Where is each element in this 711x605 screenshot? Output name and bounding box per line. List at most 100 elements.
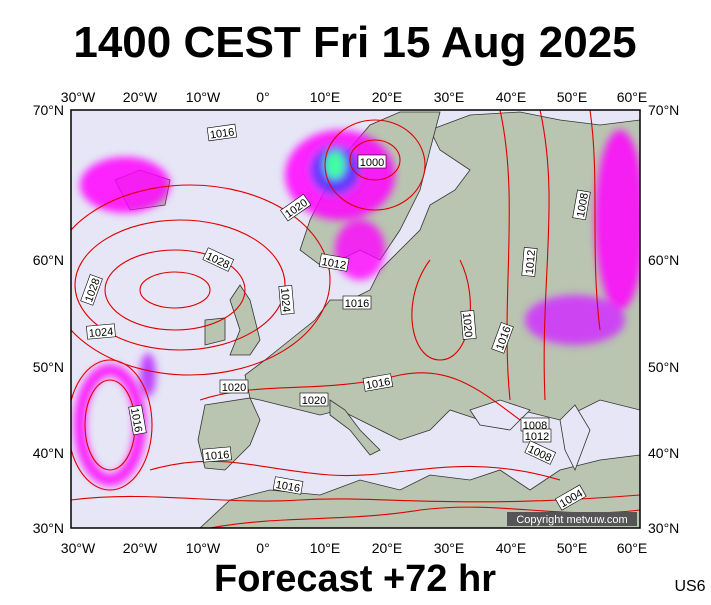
isobar: [199, 372, 521, 421]
lon-label: 30°W: [61, 89, 96, 105]
isobar-label-text: 1016: [128, 407, 144, 433]
isobar-label-box: [299, 392, 329, 407]
isobar: [71, 359, 153, 491]
isobar-label: 1020: [299, 392, 329, 407]
isobar-label-text: 1016: [209, 126, 235, 141]
lon-label: 0°: [256, 89, 269, 105]
isobar-label-box: [128, 404, 147, 436]
isobar-label-text: 1016: [345, 298, 369, 310]
precip: [325, 151, 345, 179]
isobar-label: 1012: [521, 247, 538, 277]
frame: [70, 109, 641, 529]
isobar-label-box: [206, 123, 238, 142]
isobar-label-box: [572, 189, 591, 221]
lon-label: 20°W: [123, 89, 158, 105]
precip: [140, 353, 156, 397]
lon-label: 20°W: [123, 540, 158, 556]
isobar-label-text: 1016: [275, 479, 301, 495]
lon-label: 50°E: [557, 89, 588, 105]
lon-label: 60°E: [617, 89, 648, 105]
precip: [525, 295, 625, 345]
lat-label: 70°N: [33, 102, 64, 118]
lat-label: 30°N: [648, 520, 679, 536]
isobar: [349, 139, 401, 181]
isobar-label: 1008: [572, 189, 591, 221]
isobar-label: 1016: [362, 373, 394, 392]
isobar-label-box: [554, 484, 587, 511]
ireland: [204, 317, 226, 346]
copyright: Copyright metvuw.com: [516, 514, 627, 526]
lon-label: 50°E: [557, 540, 588, 556]
isobar: [71, 494, 640, 503]
lat-label: 30°N: [33, 520, 64, 536]
lat-label: 70°N: [648, 102, 679, 118]
lon-label: 60°E: [617, 540, 648, 556]
isobar-label: 1024: [278, 285, 295, 315]
isobar-label-box: [522, 428, 552, 443]
isobar: [539, 110, 550, 401]
britain: [229, 284, 261, 356]
isobar-label: 1016: [272, 476, 304, 495]
isobar-label: 1016: [128, 404, 147, 436]
isobar-label-box: [80, 274, 103, 306]
title: 1400 CEST Fri 15 Aug 2025: [73, 18, 636, 67]
isobar-label: 1020: [219, 379, 249, 394]
isobar-label-text: 1016: [365, 376, 391, 392]
isobar-label-box: [524, 440, 557, 465]
isobar-label-text: 1000: [360, 157, 384, 169]
lat-label: 40°N: [648, 445, 679, 461]
isobar: [589, 110, 601, 331]
isobar: [74, 219, 286, 351]
isobar-label-text: 1016: [204, 449, 229, 463]
isobar-label-box: [342, 295, 372, 310]
lon-label: 10°E: [310, 89, 341, 105]
isobar-label-box: [278, 285, 295, 315]
isobar: [499, 110, 511, 401]
isobar-label-box: [362, 373, 394, 392]
isobar-label-box: [202, 247, 235, 272]
isobar-label-box: [460, 310, 477, 340]
graticule-labels: 30°W 30°W 20°W 20°W 10°W 10°W 0° 0° 10°E 10°E 20°E…: [33, 89, 680, 556]
isobar-label-box: [491, 322, 514, 354]
lat-label: 40°N: [33, 445, 64, 461]
lon-label: 10°W: [186, 540, 221, 556]
lon-label: 40°E: [496, 89, 527, 105]
isobar-label: 1016: [342, 295, 372, 310]
lon-label: 20°E: [372, 540, 403, 556]
isobar: [139, 271, 211, 309]
isobar-label-box: [280, 193, 312, 222]
lon-label: 30°E: [434, 89, 465, 105]
isobar: [71, 184, 331, 376]
precip: [595, 130, 640, 310]
isobar-label-text: 1020: [302, 395, 326, 407]
isobar: [324, 119, 426, 211]
lat-label: 60°N: [648, 252, 679, 268]
isobar: [104, 249, 246, 331]
isobar-label-text: 1020: [222, 382, 246, 394]
isobar-label: 1016: [206, 123, 238, 142]
lon-label: 40°E: [496, 540, 527, 556]
copyright-box: [507, 512, 637, 526]
lon-label: 30°E: [434, 540, 465, 556]
isobar-label: 1024: [86, 323, 116, 340]
isobar-label-box: [318, 253, 350, 272]
isobar-label: 1016: [202, 446, 232, 463]
lat-label: 60°N: [33, 252, 64, 268]
lon-label: 20°E: [372, 89, 403, 105]
lon-label: 10°E: [310, 540, 341, 556]
isobar-label-box: [272, 476, 304, 495]
isobar-label-box: [219, 379, 249, 394]
isobar-label-box: [521, 247, 538, 277]
isobar-label-text: 1008: [575, 192, 591, 218]
lon-label: 0°: [256, 540, 269, 556]
code-label: US6: [674, 578, 705, 595]
isobar-label-text: 1012: [525, 431, 549, 443]
forecast-label: Forecast +72 hr: [214, 558, 496, 600]
isobar-label: 1020: [460, 310, 477, 340]
lat-label: 50°N: [648, 359, 679, 375]
isobar: [411, 259, 471, 361]
isobar-label-box: [86, 323, 116, 340]
